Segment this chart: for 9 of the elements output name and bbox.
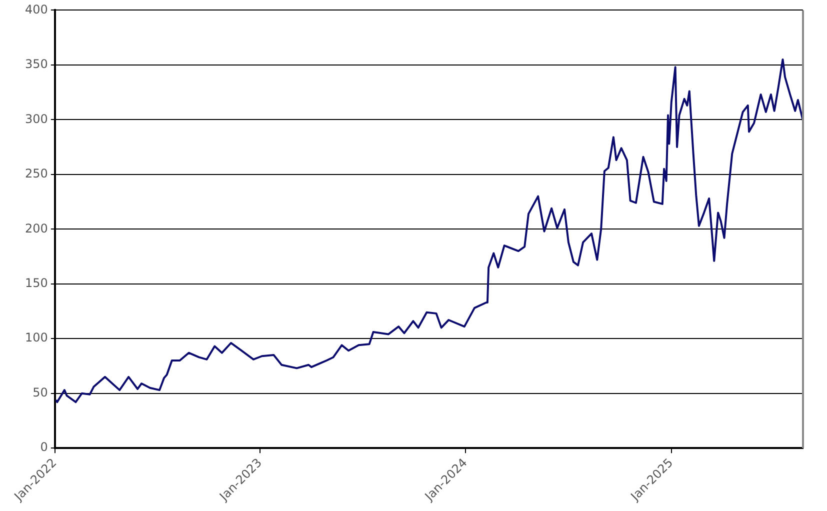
- y-tick-label: 250: [25, 166, 48, 181]
- y-tick-label: 50: [32, 385, 48, 400]
- y-tick-label: 0: [40, 440, 48, 454]
- y-tick-label: 400: [25, 2, 48, 16]
- y-tick-label: 350: [25, 57, 48, 72]
- y-tick-label: 300: [25, 112, 48, 126]
- y-tick-label: 150: [25, 276, 48, 290]
- y-tick-label: 200: [25, 221, 48, 236]
- y-tick-label: 100: [25, 330, 48, 345]
